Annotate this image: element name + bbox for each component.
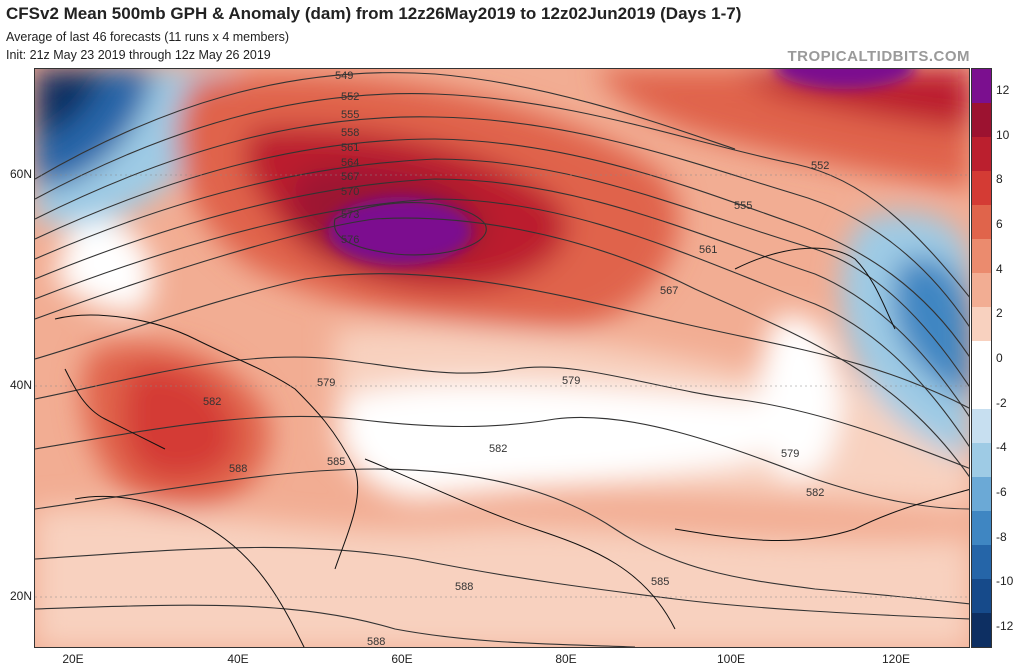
colorbar-tick-label: -4	[996, 440, 1007, 455]
colorbar-tick-label: 4	[996, 261, 1003, 276]
colorbar-segment	[972, 171, 991, 205]
colorbar-segment	[972, 273, 991, 307]
contour-label: 579	[562, 375, 580, 387]
lon-label-120e: 120E	[881, 652, 911, 666]
gridlines	[35, 174, 969, 598]
colorbar-segment	[972, 307, 991, 341]
colorbar-segment	[972, 477, 991, 511]
contour-label: 582	[489, 443, 507, 455]
colorbar-tick-label: 6	[996, 217, 1003, 231]
colorbar-tick-label: 8	[996, 172, 1003, 187]
map-subtitle-init: Init: 21z May 23 2019 through 12z May 26…	[6, 48, 271, 62]
contour-label: 567	[660, 285, 678, 297]
contour-label: 555	[734, 200, 752, 212]
colorbar	[971, 68, 992, 648]
colorbar-segment	[972, 69, 991, 103]
contour-label: 588	[455, 581, 473, 593]
colorbar-tick-label: -2	[996, 395, 1007, 410]
contour-label: 579	[317, 377, 335, 389]
contour-label: 549	[335, 70, 353, 82]
colorbar-segment	[972, 375, 991, 409]
colorbar-segment	[972, 239, 991, 273]
colorbar-tick-label: -12	[996, 619, 1014, 633]
contour-label: 585	[327, 456, 345, 468]
lat-label-20n: 20N	[9, 589, 32, 603]
colorbar-segment	[972, 205, 991, 239]
contour-label: 582	[203, 396, 221, 408]
contour-label: 555	[341, 109, 359, 121]
colorbar-tick-label: -8	[996, 529, 1007, 544]
contour-label: 582	[806, 487, 824, 499]
map-subtitle-forecasts: Average of last 46 forecasts (11 runs x …	[6, 30, 289, 44]
contour-label: 552	[811, 160, 829, 172]
contour-label: 585	[651, 576, 669, 588]
lon-label-100e: 100E	[716, 652, 746, 666]
map-canvas: 549 552 555 558 561 564 567 570 573 576 …	[35, 69, 969, 648]
contour-label: 576	[341, 234, 359, 246]
contour-label: 558	[341, 127, 359, 139]
lon-label-40e: 40E	[227, 652, 249, 666]
contour-label: 561	[699, 244, 717, 256]
lat-label-60n: 60N	[9, 167, 32, 181]
anomaly-shading	[35, 69, 969, 647]
colorbar-tick-label: 12	[996, 83, 1010, 97]
contour-label: 567	[341, 171, 359, 183]
colorbar-segment	[972, 613, 991, 647]
colorbar-segment	[972, 511, 991, 545]
colorbar-segment	[972, 579, 991, 613]
lon-label-80e: 80E	[555, 652, 577, 666]
colorbar-tick-label: 10	[996, 127, 1010, 142]
contour-labels: 549 552 555 558 561 564 567 570 573 576 …	[203, 70, 829, 648]
brand-watermark: TROPICALTIDBITS.COM	[787, 48, 970, 65]
colorbar-segment	[972, 545, 991, 579]
lat-label-40n: 40N	[9, 378, 32, 392]
contour-label: 588	[367, 636, 385, 648]
contour-label: 579	[781, 448, 799, 460]
contour-label: 570	[341, 186, 359, 198]
height-contours	[35, 72, 969, 647]
colorbar-tick-label: -10	[996, 574, 1014, 589]
map-title: CFSv2 Mean 500mb GPH & Anomaly (dam) fro…	[6, 4, 742, 23]
contour-label: 564	[341, 157, 359, 169]
coastlines	[54, 247, 969, 647]
colorbar-tick-label: -6	[996, 485, 1007, 499]
lon-label-60e: 60E	[391, 652, 413, 666]
contour-label: 561	[341, 142, 359, 154]
colorbar-segment	[972, 137, 991, 171]
colorbar-segment	[972, 341, 991, 375]
colorbar-tick-label: 2	[996, 306, 1003, 321]
colorbar-segment	[972, 103, 991, 137]
colorbar-segment	[972, 409, 991, 443]
contour-label: 552	[341, 91, 359, 103]
contour-label: 588	[229, 463, 247, 475]
contour-label: 573	[341, 209, 359, 221]
colorbar-tick-label: 0	[996, 351, 1003, 365]
colorbar-segment	[972, 443, 991, 477]
anomaly-map: 549 552 555 558 561 564 567 570 573 576 …	[34, 68, 970, 648]
lon-label-20e: 20E	[62, 652, 84, 666]
